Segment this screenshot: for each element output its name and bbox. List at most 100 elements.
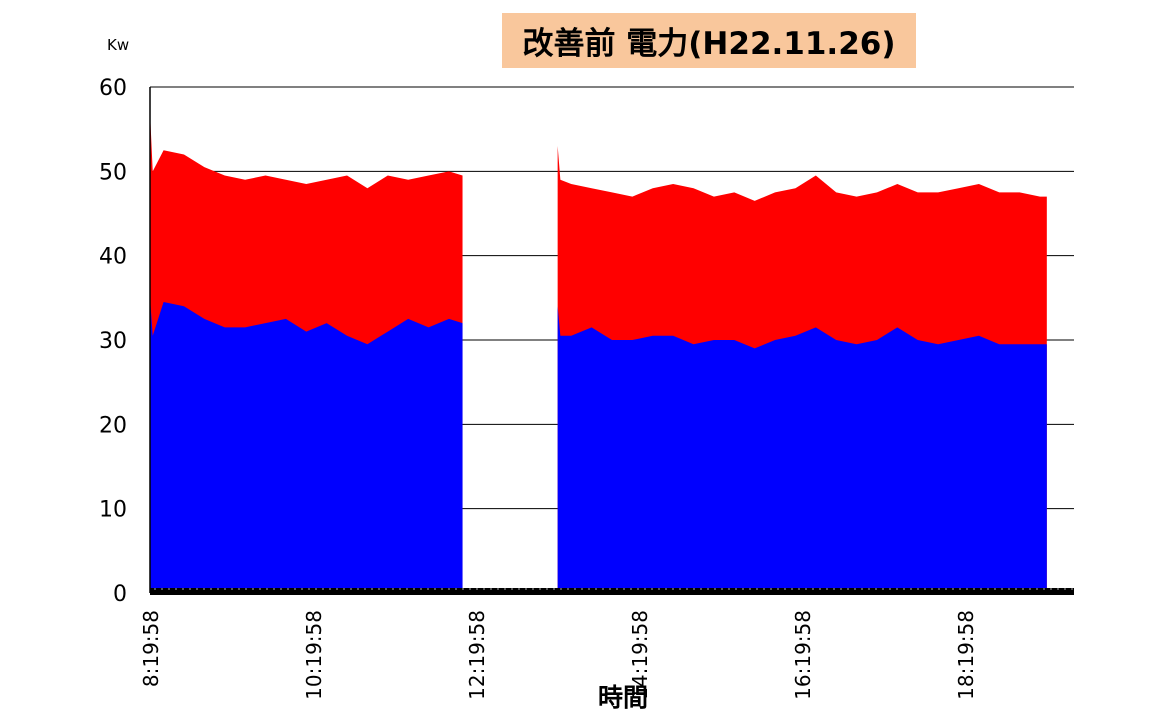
x-axis-minor-tick xyxy=(350,588,352,590)
x-axis-minor-tick xyxy=(910,588,912,590)
x-axis-minor-tick xyxy=(469,588,471,590)
x-axis-minor-tick xyxy=(686,588,688,590)
x-tick-label-4: 16:19:58 xyxy=(791,610,815,700)
x-axis-minor-tick xyxy=(924,588,926,590)
x-axis-minor-tick xyxy=(721,588,723,590)
x-axis-minor-tick xyxy=(693,588,695,590)
x-axis-minor-tick xyxy=(518,588,520,590)
x-axis-tick-band xyxy=(150,588,1074,595)
x-axis-minor-tick xyxy=(735,588,737,590)
x-axis-minor-tick xyxy=(182,588,184,590)
x-axis-minor-tick xyxy=(1029,588,1031,590)
y-tick-label-30: 30 xyxy=(99,329,127,354)
x-axis-minor-tick xyxy=(546,588,548,590)
x-tick-label-0: 8:19:58 xyxy=(139,610,163,687)
x-axis-minor-tick xyxy=(980,588,982,590)
x-axis-minor-tick xyxy=(511,588,513,590)
x-axis-minor-tick xyxy=(420,588,422,590)
x-axis-minor-tick xyxy=(749,588,751,590)
x-axis-minor-tick xyxy=(210,588,212,590)
x-axis-minor-tick xyxy=(413,588,415,590)
x-axis-minor-tick xyxy=(875,588,877,590)
x-axis-minor-tick xyxy=(504,588,506,590)
x-axis-minor-tick xyxy=(833,588,835,590)
y-tick-label-0: 0 xyxy=(113,582,127,607)
x-tick-label-5: 18:19:58 xyxy=(954,610,978,700)
x-axis-minor-tick xyxy=(756,588,758,590)
x-axis-minor-tick xyxy=(1064,588,1066,590)
x-axis-minor-tick xyxy=(539,588,541,590)
x-axis-minor-tick xyxy=(959,588,961,590)
x-axis-minor-tick xyxy=(427,588,429,590)
plot-areas xyxy=(150,112,1047,594)
x-axis-minor-tick xyxy=(1008,588,1010,590)
x-axis-minor-tick xyxy=(903,588,905,590)
x-axis-minor-tick xyxy=(553,588,555,590)
x-axis-minor-tick xyxy=(224,588,226,590)
x-axis-minor-tick xyxy=(812,588,814,590)
area-lower-segment-2 xyxy=(557,306,1047,593)
x-axis-minor-tick xyxy=(847,588,849,590)
x-axis-minor-tick xyxy=(609,588,611,590)
x-axis-minor-tick xyxy=(308,588,310,590)
x-axis-minor-tick xyxy=(476,588,478,590)
x-axis-minor-tick xyxy=(952,588,954,590)
x-axis-minor-tick xyxy=(434,588,436,590)
x-axis-minor-tick xyxy=(777,588,779,590)
x-axis-minor-tick xyxy=(1001,588,1003,590)
x-axis-minor-tick xyxy=(1057,588,1059,590)
x-axis-minor-tick xyxy=(707,588,709,590)
x-axis-minor-tick xyxy=(966,588,968,590)
x-axis-minor-tick xyxy=(784,588,786,590)
x-axis-minor-tick xyxy=(595,588,597,590)
x-axis-minor-tick xyxy=(406,588,408,590)
x-axis-minor-tick xyxy=(175,588,177,590)
x-axis-minor-tick xyxy=(658,588,660,590)
x-axis-minor-tick xyxy=(938,588,940,590)
x-axis-minor-tick xyxy=(315,588,317,590)
x-axis-minor-tick xyxy=(196,588,198,590)
x-axis-minor-tick xyxy=(917,588,919,590)
x-axis-minor-tick xyxy=(455,588,457,590)
x-axis-minor-tick xyxy=(322,588,324,590)
x-axis-minor-tick xyxy=(378,588,380,590)
x-axis-minor-tick xyxy=(616,588,618,590)
x-axis-minor-tick xyxy=(763,588,765,590)
x-axis-minor-tick xyxy=(630,588,632,590)
x-axis-minor-tick xyxy=(294,588,296,590)
x-axis-minor-tick xyxy=(945,588,947,590)
x-axis-minor-tick xyxy=(441,588,443,590)
x-axis-minor-tick xyxy=(483,588,485,590)
x-axis-minor-tick xyxy=(1022,588,1024,590)
x-axis-minor-tick xyxy=(679,588,681,590)
y-tick-label-40: 40 xyxy=(99,245,127,270)
x-tick-label-3: 14:19:58 xyxy=(628,610,652,700)
x-axis-minor-tick xyxy=(798,588,800,590)
x-axis-minor-tick xyxy=(525,588,527,590)
x-axis-minor-tick xyxy=(329,588,331,590)
x-axis-minor-tick xyxy=(567,588,569,590)
x-axis-minor-tick xyxy=(273,588,275,590)
x-axis-minor-tick xyxy=(238,588,240,590)
chart-title: 改善前 電力(H22.11.26) xyxy=(502,13,916,68)
x-axis-minor-tick xyxy=(882,588,884,590)
x-axis-minor-tick xyxy=(259,588,261,590)
x-tick-label-2: 12:19:58 xyxy=(465,610,489,700)
x-axis-minor-tick xyxy=(672,588,674,590)
x-axis-minor-tick xyxy=(1036,588,1038,590)
x-axis-minor-tick xyxy=(357,588,359,590)
x-axis-minor-tick xyxy=(994,588,996,590)
x-axis-minor-tick xyxy=(343,588,345,590)
x-axis-minor-tick xyxy=(819,588,821,590)
x-axis-minor-tick xyxy=(371,588,373,590)
x-axis-minor-tick xyxy=(854,588,856,590)
x-tick-label-1: 10:19:58 xyxy=(302,610,326,700)
x-axis-minor-tick xyxy=(532,588,534,590)
y-tick-label-60: 60 xyxy=(99,76,127,101)
x-axis-minor-tick xyxy=(490,588,492,590)
x-axis-minor-tick xyxy=(399,588,401,590)
x-axis-minor-tick xyxy=(581,588,583,590)
y-tick-label-10: 10 xyxy=(99,498,127,523)
x-axis-minor-tick xyxy=(714,588,716,590)
